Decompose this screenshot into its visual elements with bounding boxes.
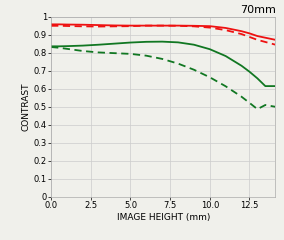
Y-axis label: CONTRAST: CONTRAST xyxy=(22,83,31,131)
Text: 70mm: 70mm xyxy=(240,5,275,15)
X-axis label: IMAGE HEIGHT (mm): IMAGE HEIGHT (mm) xyxy=(117,213,210,222)
